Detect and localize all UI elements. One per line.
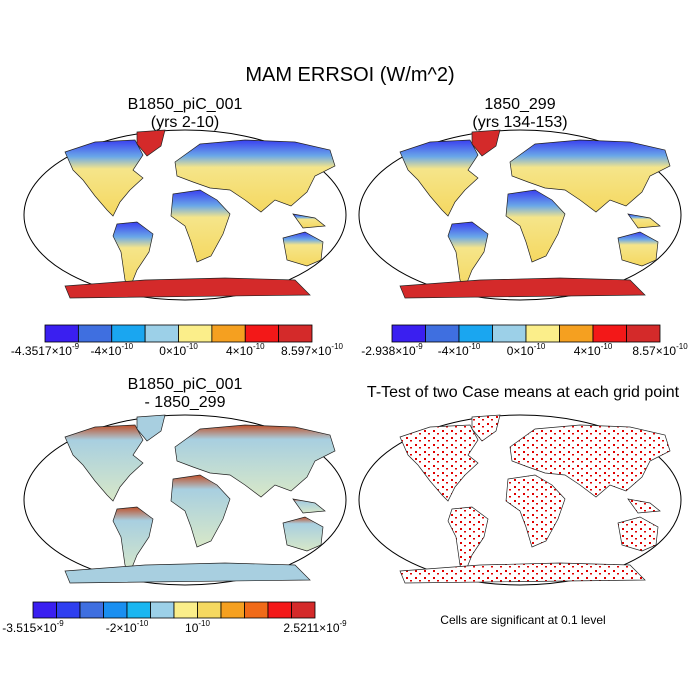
label-exponent: -9: [72, 342, 80, 351]
colorbar-label: -4.3517×10-9: [11, 342, 80, 358]
colorbar-swatch: [150, 601, 175, 619]
colorbar-label: -2×10-10: [106, 619, 149, 635]
colorbar-label: 10-10: [185, 619, 210, 635]
label-mantissa: 8.597×10: [281, 344, 332, 358]
label-mantissa: -2.938×10: [361, 344, 416, 358]
label-mantissa: 2.5211×10: [283, 621, 339, 635]
label-exponent: -10: [137, 619, 149, 628]
colorbar-label: 0×10-10: [159, 342, 198, 358]
colorbar-label: -4×10-10: [438, 342, 481, 358]
panel: B1850_piC_001 - 1850_299: [23, 376, 347, 586]
label-exponent: -10: [121, 342, 133, 351]
significance-note: Cells are significant at 0.1 level: [440, 613, 605, 627]
label-mantissa: -4.3517×10: [11, 344, 72, 358]
label-exponent: -9: [340, 619, 348, 628]
label-exponent: -10: [198, 619, 210, 628]
colorbar-swatch: [244, 324, 280, 343]
panel-subtitle: - 1850_299: [145, 394, 226, 411]
label-exponent: -10: [253, 342, 265, 351]
label-mantissa: -4×10: [90, 344, 121, 358]
panel-title: B1850_piC_001: [128, 376, 243, 393]
colorbar-swatch: [111, 324, 146, 343]
colorbar-label: -2.938×10-9: [361, 342, 423, 358]
colorbar: -2.938×10-9 -4×10-10 0×10-10 4×10-10 8.57×10…: [361, 324, 688, 358]
label-exponent: -10: [469, 342, 481, 351]
label-mantissa: -4×10: [438, 344, 469, 358]
label-exponent: -10: [534, 342, 546, 351]
colorbar-swatch: [56, 601, 81, 619]
panel: B1850_piC_001 (yrs 2-10): [23, 96, 347, 301]
label-mantissa: 10: [185, 621, 199, 635]
label-mantissa: -3.515×10: [2, 621, 57, 635]
colorbar-label: -3.515×10-9: [2, 619, 64, 635]
colorbar-swatch: [291, 601, 316, 619]
colorbar-swatch: [32, 601, 57, 619]
colorbar-swatch: [211, 324, 246, 343]
label-exponent: -10: [186, 342, 198, 351]
colorbar-swatch: [559, 324, 594, 343]
colorbar-swatch: [626, 324, 661, 343]
colorbar-swatch: [197, 601, 222, 619]
panel-title: 1850_299: [484, 96, 555, 113]
label-exponent: -10: [601, 342, 613, 351]
colorbar-swatch: [44, 324, 79, 343]
label-exponent: -10: [676, 342, 688, 351]
label-mantissa: 0×10: [159, 344, 186, 358]
panel-title: B1850_piC_001: [128, 96, 243, 113]
colorbar-swatch: [144, 324, 179, 343]
colorbar-swatch: [244, 601, 269, 619]
label-exponent: -9: [416, 342, 424, 351]
panel: T-Test of two Case means at each grid po…: [358, 384, 682, 627]
label-mantissa: 8.57×10: [632, 344, 676, 358]
colorbar: -3.515×10-9 -2×10-10 10-10 2.5211×10-9: [2, 601, 347, 635]
figure-title: MAM ERRSOI (W/m^2): [245, 64, 454, 86]
colorbar-label: 2.5211×10-9: [283, 619, 347, 635]
colorbar-swatch: [103, 601, 128, 619]
colorbar-label: 0×10-10: [507, 342, 546, 358]
panel-title: T-Test of two Case means at each grid po…: [367, 384, 680, 401]
colorbar-swatch: [267, 601, 292, 619]
panel-subtitle: (yrs 2-10): [151, 114, 219, 131]
colorbar-swatch: [525, 324, 560, 343]
label-exponent: -10: [331, 342, 343, 351]
colorbar-swatch: [278, 324, 313, 343]
colorbar-swatch: [126, 601, 151, 619]
colorbar-swatch: [492, 324, 527, 343]
colorbar-label: 4×10-10: [226, 342, 265, 358]
colorbar-label: 4×10-10: [574, 342, 613, 358]
panel-subtitle: (yrs 134-153): [472, 114, 567, 131]
label-exponent: -9: [57, 619, 65, 628]
colorbar-swatch: [220, 601, 245, 619]
colorbar-swatch: [178, 324, 213, 343]
colorbar-label: 8.597×10-10: [281, 342, 344, 358]
colorbar-swatch: [391, 324, 426, 343]
colorbar-swatch: [77, 324, 113, 343]
label-mantissa: 4×10: [226, 344, 253, 358]
label-mantissa: 4×10: [574, 344, 601, 358]
colorbar-swatch: [592, 324, 627, 343]
colorbar-swatch: [79, 601, 104, 619]
colorbar-label: -4×10-10: [90, 342, 133, 358]
colorbar-swatch: [173, 601, 198, 619]
colorbar-swatch: [458, 324, 493, 343]
colorbar-label: 8.57×10-10: [632, 342, 688, 358]
label-mantissa: -2×10: [106, 621, 137, 635]
colorbar: -4.3517×10-9 -4×10-10 0×10-10 4×10-10 8.597×…: [11, 324, 344, 358]
panel: 1850_299 (yrs 134-153): [358, 96, 682, 301]
label-mantissa: 0×10: [507, 344, 534, 358]
colorbar-swatch: [425, 324, 460, 343]
